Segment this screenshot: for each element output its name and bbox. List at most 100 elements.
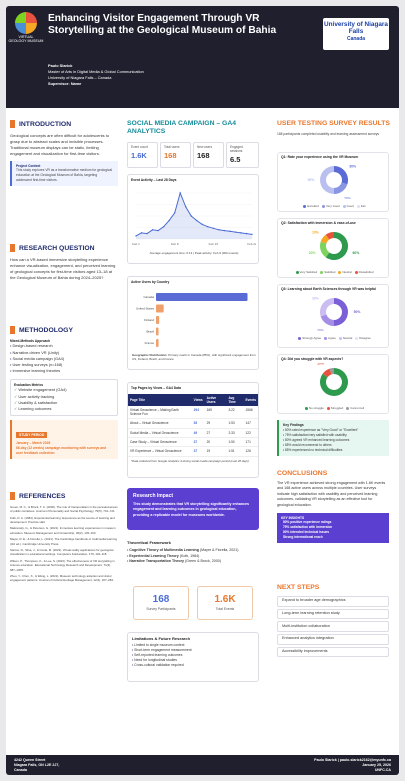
table-cell: 37	[191, 446, 205, 457]
metrics-list: Website engagement (GA4) User activity t…	[14, 387, 114, 412]
stat-total-events: 1.6K Total Events	[197, 586, 253, 620]
reference-item: Santos, R., Silva, J., & Costa, M. (2023…	[10, 548, 114, 557]
section-marker-icon	[10, 326, 15, 334]
methodology-subtitle: Mixed-Methods Approach	[10, 338, 51, 343]
framework-item-rest: (Mayer & Fiorella, 2021)	[198, 547, 239, 552]
legend-swatch	[355, 336, 359, 340]
data-point	[146, 232, 148, 235]
table-cell: 1:50	[226, 437, 244, 448]
reference-item: Mayer, R. E., & Fiorella, L. (2021). The…	[10, 537, 117, 546]
table-header: Events	[243, 393, 258, 406]
methodology-section: METHODOLOGY Mixed-Methods Approach Desig…	[10, 326, 118, 459]
legend-label: Disagree	[359, 336, 371, 340]
legend-label: Strongly Agree	[302, 336, 322, 340]
q2-legend: Very Satisfied Satisfied Neutral Dissatisfi…	[278, 270, 388, 274]
survey-q4-card: Q4: Did you struggle with VR aspects? 85…	[277, 354, 389, 414]
slice-label: 30%	[349, 164, 356, 168]
country-title: Active Users by Country	[131, 280, 170, 284]
footer-email[interactable]: Paulo Slarick | paulo.slarick2162@myunfc…	[314, 758, 391, 762]
research-section: RESEARCH QUESTION How can a VR-based imm…	[10, 244, 118, 281]
list-item: 85% would recommend to others	[283, 443, 385, 448]
list-item: Expand to broader age demographics	[277, 595, 389, 607]
legend-swatch	[324, 336, 328, 340]
q3-donut-chart: 50% 20% 30%	[312, 296, 360, 332]
methodology-title-text: METHODOLOGY	[19, 326, 73, 334]
table-cell: Virtual Geoscience – Making Earth Scienc…	[128, 405, 192, 420]
list-item: Learning outcomes	[14, 406, 114, 412]
donut-slice	[320, 298, 334, 317]
limitations-title: Limitations & Future Research	[132, 636, 191, 641]
donut-slice	[320, 166, 334, 194]
footer-address-line: Niagara Falls, ON L2E 2J7,	[14, 763, 60, 768]
kpi-value: 168	[164, 151, 177, 160]
list-item: Accessibility improvements	[277, 646, 389, 658]
table-cell: Case Study – Virtual Geoscience	[128, 437, 192, 448]
table-cell: 122	[243, 428, 258, 438]
legend-label: No struggle	[309, 406, 324, 410]
legend-label: Good	[346, 204, 354, 208]
methodology-list: Design-based research Narrative-driven V…	[10, 343, 118, 374]
footer-website[interactable]: UNFC.CA	[374, 768, 391, 773]
next-steps-section: NEXT STEPS Expand to broader age demogra…	[277, 584, 389, 659]
bar	[156, 293, 248, 301]
legend-label: Cannot tell	[350, 406, 364, 410]
list-item: Short-term engagement measurement	[132, 648, 254, 653]
framework-item-bold: Narrative Transportation Theory	[129, 559, 184, 564]
slice-label: 10%	[317, 363, 324, 365]
q3-legend: Strongly Agree Agree Neutral Disagree	[278, 336, 388, 340]
list-item: 80% rated experience as "Very Good" or "…	[283, 428, 385, 433]
methodology-title: METHODOLOGY	[10, 326, 118, 335]
legend-swatch	[346, 406, 350, 410]
references-title-text: REFERENCES	[19, 492, 66, 500]
slice-label: 20%	[344, 197, 351, 199]
donut-slice	[320, 368, 348, 396]
data-point	[185, 206, 187, 208]
poster-title: Enhancing Visitor Engagement Through VR …	[48, 13, 277, 37]
list-item: User activity tracking	[14, 394, 114, 400]
country-caption-bold: Geographic Distribution:	[132, 353, 168, 357]
framework-item-bold: Experiential Learning Theory	[129, 553, 179, 558]
data-point	[168, 219, 170, 222]
list-item: Cross-cultural validation required	[132, 663, 254, 668]
university-country: Canada	[346, 36, 366, 43]
supervisor: Supervisor: Name	[48, 81, 82, 87]
country-card: Active Users by Country Canada United Sta…	[127, 276, 259, 370]
kpi-value: 168	[197, 151, 210, 160]
table-row: Case Study – Virtual Geoscience 37 20 1:…	[128, 437, 258, 448]
legend-label: Fair	[360, 204, 366, 208]
table-cell: 27	[204, 428, 227, 438]
q4-legend: No struggle Struggled Cannot tell	[278, 406, 388, 410]
author-program: Master of Arts in Digital Media & Global…	[48, 69, 144, 75]
bar	[156, 339, 159, 347]
intro-section: INTRODUCTION Geological concepts are oft…	[10, 120, 118, 186]
next-steps-title: NEXT STEPS	[277, 584, 320, 591]
data-point	[223, 229, 226, 232]
conclusions-title: CONCLUSIONS	[277, 470, 328, 477]
table-row: Virtual Geoscience – Making Earth Scienc…	[128, 405, 258, 420]
series-line	[135, 191, 253, 237]
bar	[156, 304, 164, 313]
kpi-label: New users	[197, 145, 213, 149]
legend-label: Struggled	[330, 406, 344, 410]
stat-survey-participants: 168 Survey Participants	[133, 586, 189, 620]
stat-label: Survey Participants	[146, 607, 176, 611]
key-insights-box: KEY INSIGHTS 80% positive experience rat…	[277, 512, 389, 544]
x-tick-label: Feb 8	[171, 242, 179, 246]
kpi-total-users: Total users 168	[160, 142, 191, 168]
list-item: 80% positive experience ratings	[281, 520, 385, 525]
table-header: Views	[191, 393, 205, 406]
survey-intro: 168 participants completed usability and…	[277, 132, 380, 136]
museum-logo: VIRTUAL GEOLOGY MUSEUM	[8, 12, 44, 48]
legend-swatch	[303, 204, 307, 208]
key-findings-box: Key Findings 80% rated experience as "Ve…	[277, 420, 389, 456]
event-activity-card: Event Activity – Last 28 Days Feb 1 Feb 8…	[127, 174, 259, 264]
study-period-banner: STUDY PERIOD January – March 2026 66-day…	[10, 420, 118, 459]
data-point	[173, 212, 176, 214]
table-cell: 294	[191, 405, 205, 420]
header: VIRTUAL GEOLOGY MUSEUM Enhancing Visitor…	[6, 6, 399, 108]
key-findings-list: 80% rated experience as "Very Good" or "…	[283, 428, 385, 453]
list-item: Website engagement (GA4)	[14, 387, 114, 393]
q4-donut-chart: 85%10%5%	[317, 357, 348, 404]
data-point	[201, 223, 203, 226]
legend-label: Neutral	[342, 336, 353, 340]
